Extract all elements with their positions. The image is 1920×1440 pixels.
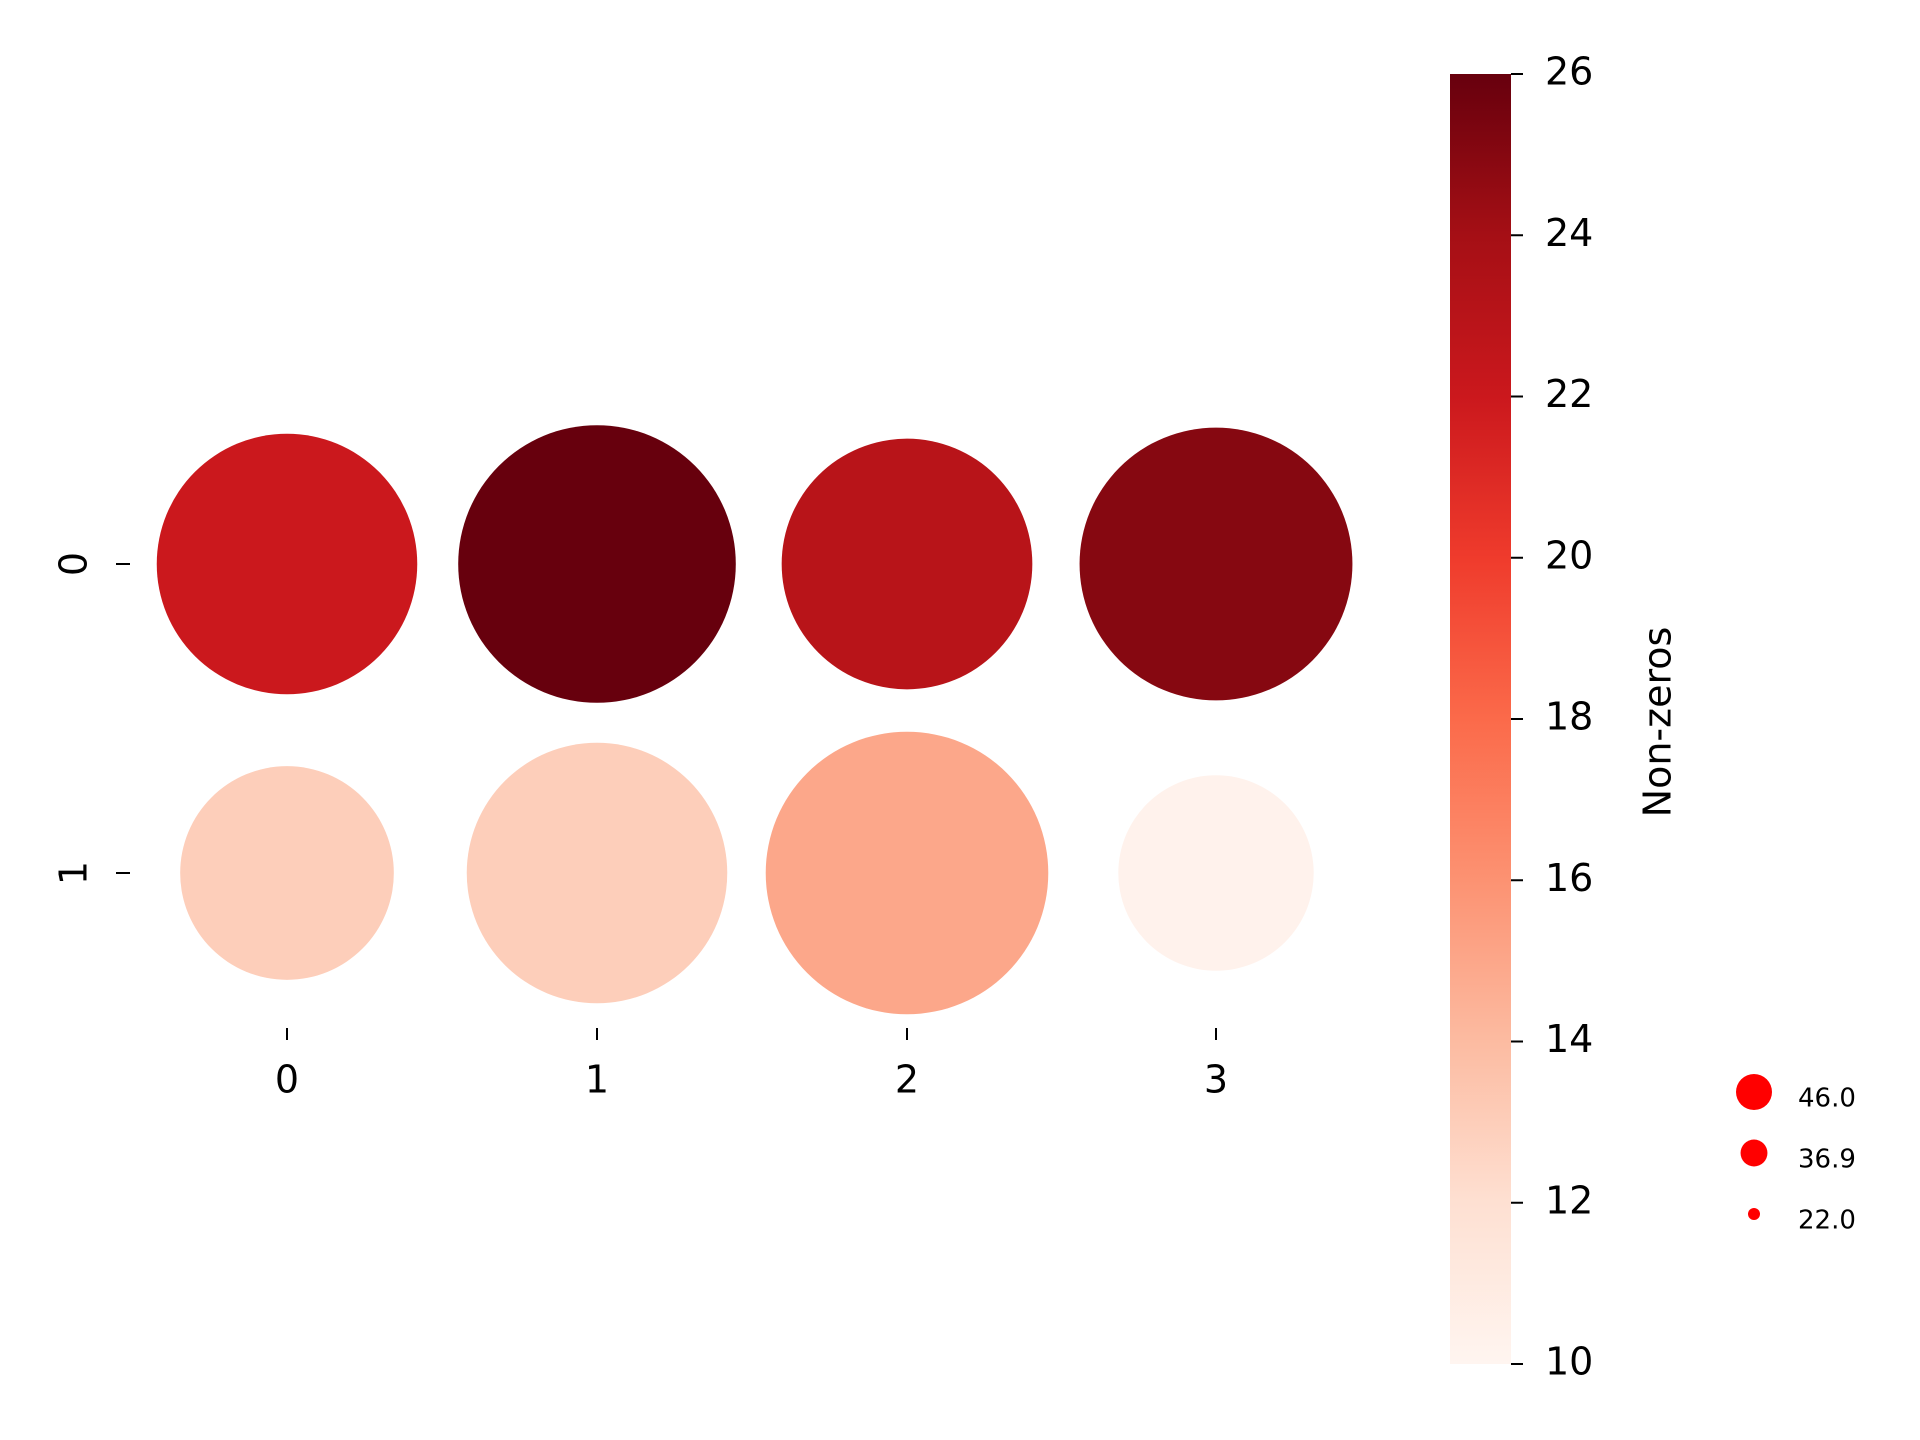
colorbar-tick-label: 10 <box>1545 1340 1593 1384</box>
colorbar-tick-label: 22 <box>1545 372 1593 416</box>
x-tick-label: 2 <box>895 1058 919 1102</box>
colorbar-tick-label: 20 <box>1545 533 1593 577</box>
y-tick-label: 1 <box>52 861 96 885</box>
colorbar-tick-label: 24 <box>1545 211 1593 255</box>
y-tick-label: 0 <box>52 552 96 576</box>
colorbar-tick-label: 14 <box>1545 1017 1593 1061</box>
size-legend-label: 36.9 <box>1798 1145 1856 1175</box>
size-legend-label: 46.0 <box>1798 1084 1856 1114</box>
bubble <box>156 433 418 695</box>
bubble <box>458 425 736 703</box>
size-legend-label: 22.0 <box>1798 1206 1856 1236</box>
bubble <box>466 742 728 1004</box>
bubble <box>1079 427 1353 701</box>
colorbar-tick-label: 16 <box>1545 856 1593 900</box>
size-legend-marker <box>1748 1208 1760 1220</box>
colorbar <box>1450 74 1511 1364</box>
colorbar-tick-label: 18 <box>1545 695 1593 739</box>
colorbar-tick-label: 26 <box>1545 50 1593 94</box>
bubble <box>180 766 394 980</box>
bubble <box>781 438 1033 690</box>
size-legend-marker <box>1740 1139 1768 1167</box>
size-legend-marker <box>1736 1074 1772 1110</box>
x-tick-label: 1 <box>585 1058 609 1102</box>
x-tick-label: 0 <box>275 1058 299 1102</box>
bubble <box>1118 775 1314 971</box>
colorbar-tick-label: 12 <box>1545 1178 1593 1222</box>
bubble <box>765 731 1049 1015</box>
x-tick-label: 3 <box>1204 1058 1228 1102</box>
colorbar-label: Non-zeros <box>1636 627 1680 818</box>
